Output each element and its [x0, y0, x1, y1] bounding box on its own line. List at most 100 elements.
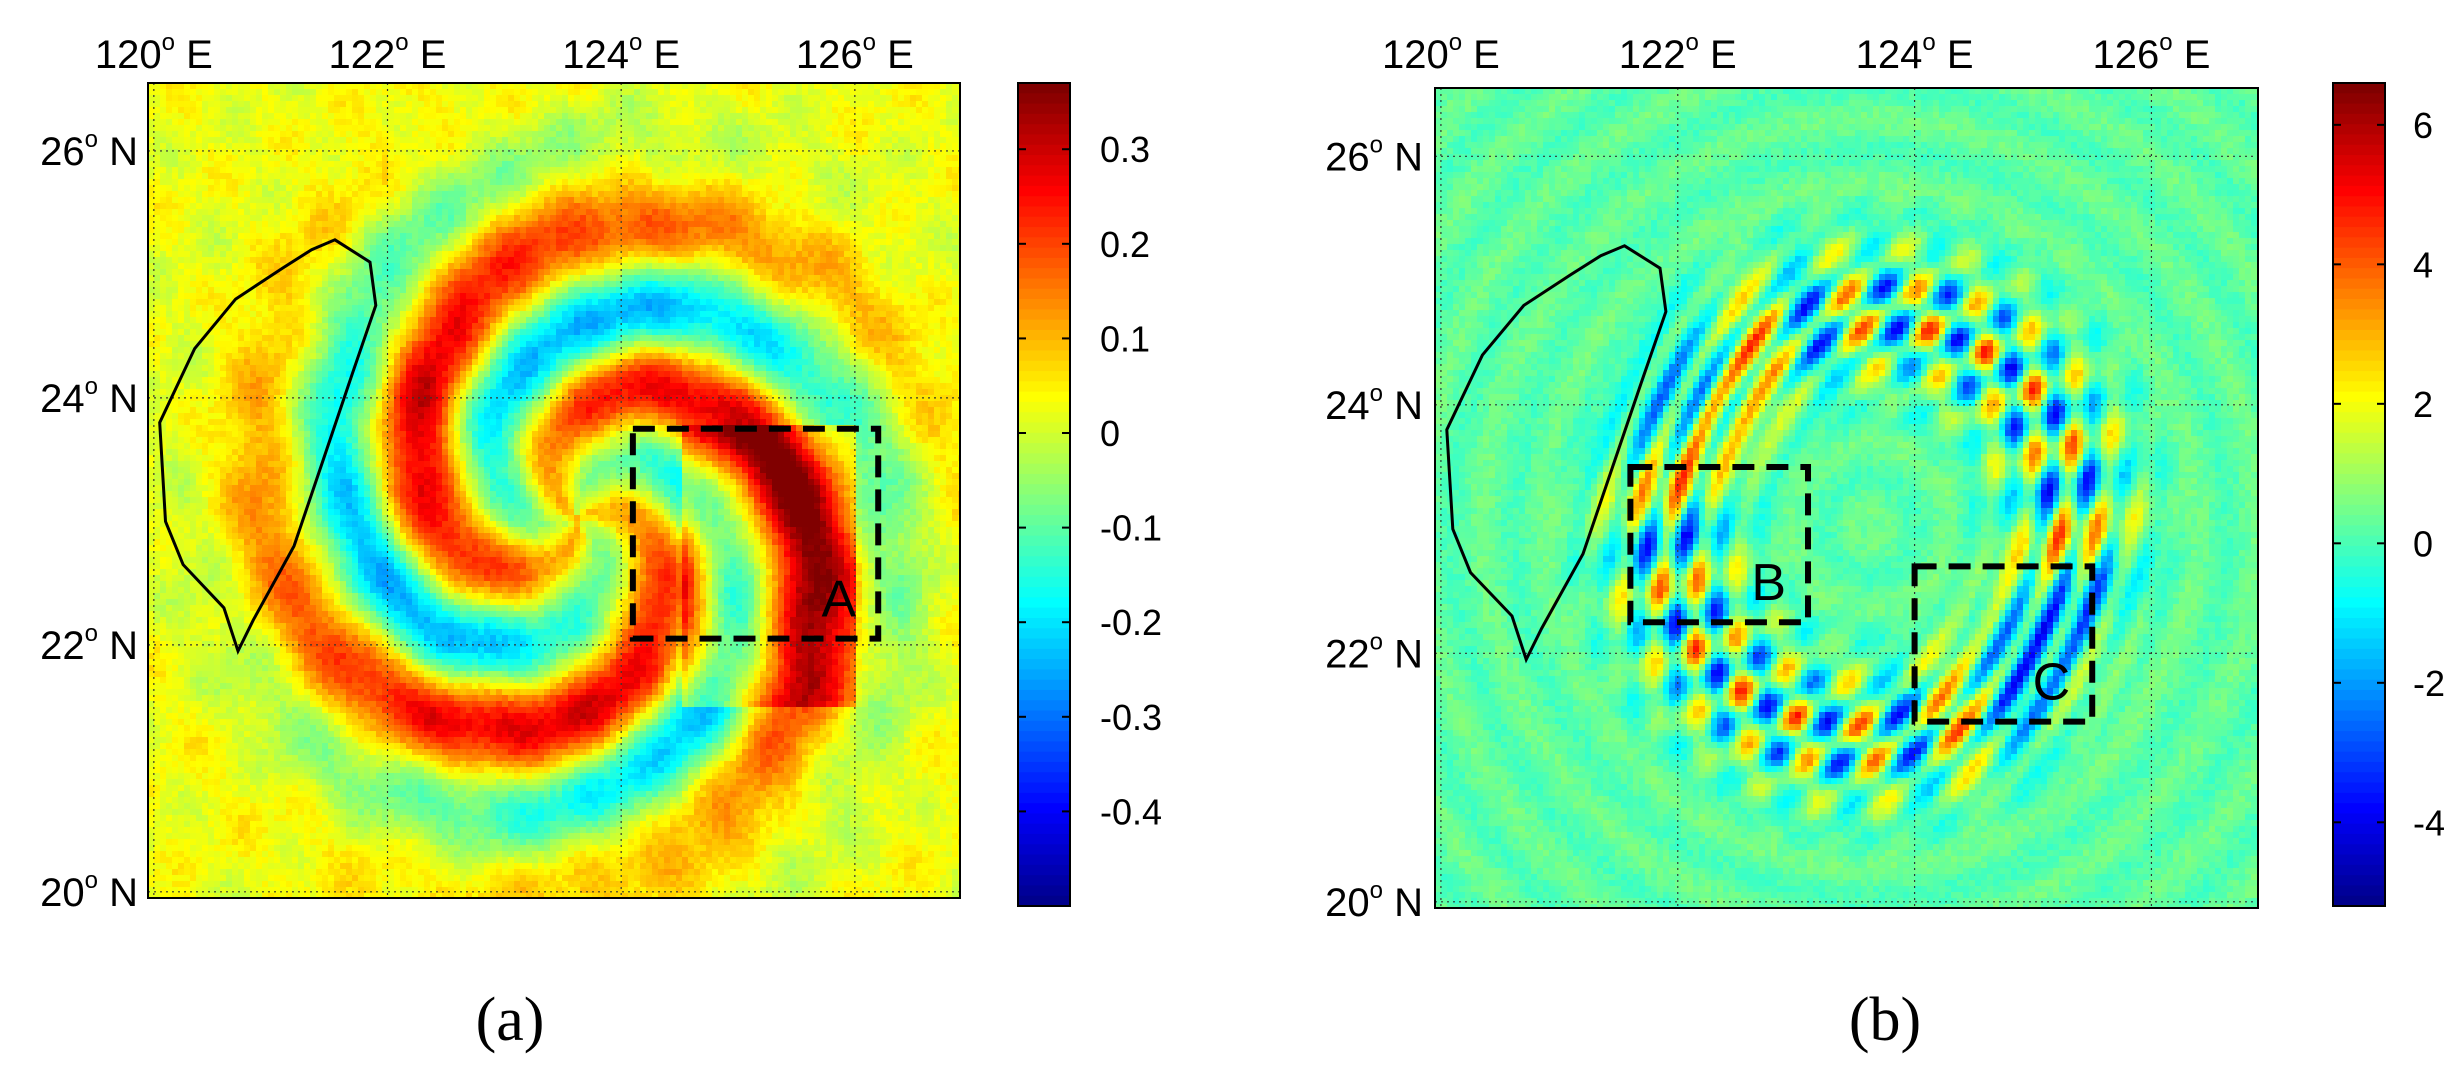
- field-cell: [574, 131, 581, 138]
- field-cell: [718, 239, 725, 246]
- field-cell: [934, 131, 941, 138]
- field-cell: [898, 269, 905, 276]
- field-cell: [256, 119, 263, 126]
- field-cell: [718, 149, 725, 156]
- field-cell: [334, 185, 341, 192]
- field-cell: [922, 119, 929, 126]
- field-cell: [634, 119, 641, 126]
- field-cell: [442, 197, 449, 204]
- field-cell: [352, 233, 359, 240]
- field-cell: [916, 143, 923, 150]
- field-cell: [934, 203, 941, 210]
- field-cell: [376, 89, 383, 96]
- field-cell: [358, 233, 365, 240]
- field-cell: [820, 107, 827, 114]
- field-cell: [868, 245, 875, 252]
- field-cell: [778, 113, 785, 120]
- field-cell: [760, 185, 767, 192]
- field-cell: [934, 155, 941, 162]
- field-cell: [664, 107, 671, 114]
- field-cell: [232, 143, 239, 150]
- field-cell: [214, 119, 221, 126]
- field-cell: [196, 83, 203, 90]
- field-cell: [334, 299, 341, 306]
- field-cell: [742, 203, 749, 210]
- field-cell: [946, 89, 953, 96]
- field-cell: [724, 209, 731, 216]
- field-cell: [238, 233, 245, 240]
- field-cell: [592, 221, 599, 228]
- field-cell: [364, 161, 371, 168]
- field-cell: [916, 227, 923, 234]
- field-cell: [460, 131, 467, 138]
- field-cell: [850, 101, 857, 108]
- field-cell: [148, 215, 155, 222]
- field-cell: [790, 149, 797, 156]
- field-cell: [412, 143, 419, 150]
- field-cell: [826, 233, 833, 240]
- field-cell: [904, 185, 911, 192]
- field-cell: [940, 281, 947, 288]
- field-cell: [184, 299, 191, 306]
- field-cell: [838, 191, 845, 198]
- field-cell: [220, 131, 227, 138]
- field-cell: [238, 227, 245, 234]
- field-cell: [322, 161, 329, 168]
- field-cell: [940, 167, 947, 174]
- field-cell: [442, 209, 449, 216]
- field-cell: [688, 239, 695, 246]
- field-cell: [916, 269, 923, 276]
- field-cell: [850, 221, 857, 228]
- field-cell: [430, 179, 437, 186]
- field-cell: [652, 119, 659, 126]
- field-cell: [232, 293, 239, 300]
- field-cell: [868, 197, 875, 204]
- field-cell: [634, 137, 641, 144]
- field-cell: [226, 215, 233, 222]
- field-cell: [934, 281, 941, 288]
- field-cell: [748, 89, 755, 96]
- field-cell: [898, 101, 905, 108]
- field-cell: [622, 191, 629, 198]
- field-cell: [406, 209, 413, 216]
- field-cell: [802, 203, 809, 210]
- field-cell: [586, 233, 593, 240]
- field-cell: [760, 155, 767, 162]
- field-cell: [178, 275, 185, 282]
- field-cell: [340, 245, 347, 252]
- field-cell: [538, 113, 545, 120]
- field-cell: [520, 179, 527, 186]
- field-cell: [214, 179, 221, 186]
- field-cell: [370, 299, 377, 306]
- field-cell: [442, 227, 449, 234]
- field-cell: [202, 293, 209, 300]
- field-cell: [850, 125, 857, 132]
- field-cell: [808, 293, 815, 300]
- field-cell: [244, 239, 251, 246]
- field-cell: [376, 95, 383, 102]
- field-cell: [256, 293, 263, 300]
- field-cell: [814, 287, 821, 294]
- field-cell: [670, 191, 677, 198]
- field-cell: [586, 191, 593, 198]
- field-cell: [304, 269, 311, 276]
- field-cell: [904, 83, 911, 90]
- field-cell: [544, 185, 551, 192]
- field-cell: [358, 215, 365, 222]
- field-cell: [502, 95, 509, 102]
- field-cell: [220, 257, 227, 264]
- field-cell: [430, 149, 437, 156]
- field-cell: [166, 119, 173, 126]
- field-cell: [712, 167, 719, 174]
- field-cell: [814, 155, 821, 162]
- field-cell: [340, 167, 347, 174]
- field-cell: [628, 137, 635, 144]
- field-cell: [922, 257, 929, 264]
- field-cell: [484, 143, 491, 150]
- field-cell: [784, 239, 791, 246]
- field-cell: [286, 137, 293, 144]
- field-cell: [460, 257, 467, 264]
- field-cell: [178, 185, 185, 192]
- field-cell: [796, 125, 803, 132]
- field-cell: [412, 185, 419, 192]
